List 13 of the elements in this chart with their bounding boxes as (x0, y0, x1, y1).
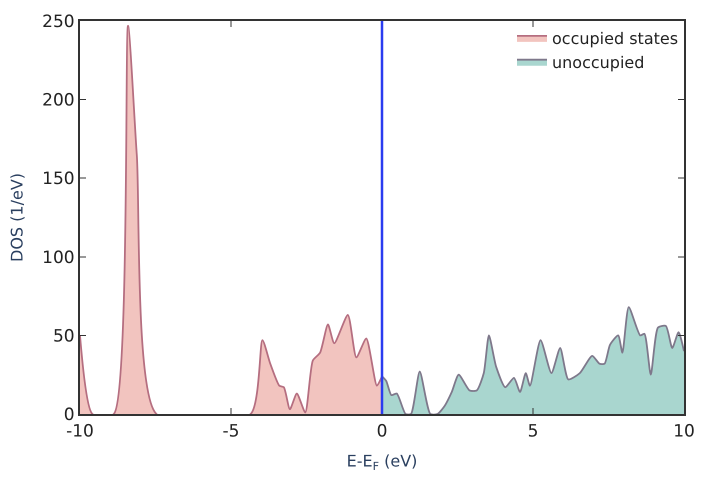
legend-label: occupied states (552, 29, 678, 48)
y-tick-label: 50 (52, 326, 75, 346)
legend-label: unoccupied (552, 52, 644, 72)
y-axis-title: DOS (1/eV) (8, 173, 27, 262)
y-tick-label: 250 (42, 12, 75, 32)
x-tick-label: 10 (673, 421, 695, 442)
x-axis-title: E-E$_{F}$ (eV) (346, 452, 418, 473)
y-tick-label: 150 (42, 169, 75, 190)
x-tick-label: 5 (528, 421, 538, 442)
y-tick-label: 200 (42, 90, 75, 111)
x-tick-label: -5 (222, 421, 240, 442)
x-tick-label: 0 (376, 421, 388, 442)
y-tick-label: 100 (42, 248, 75, 268)
